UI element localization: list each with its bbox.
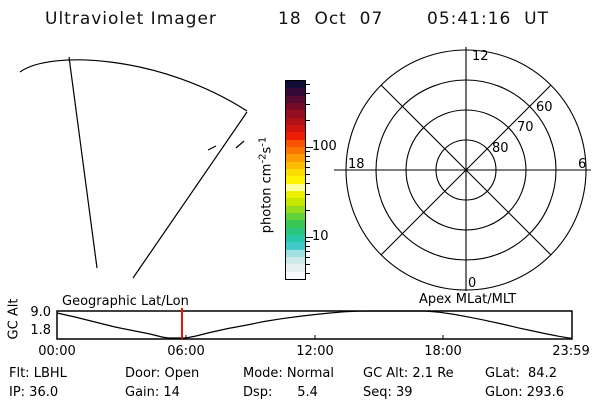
mlt-label-18: 18 [348,157,365,172]
status-door: Door: Open [125,366,200,381]
polar-labels: 12 18 6 0 60 70 80 [348,49,586,291]
wedge-dash-1 [207,145,217,151]
status-gain: Gain: 14 [125,385,180,400]
gc-alt-y-axis-label: GC Alt [6,298,22,340]
wedge-plot-title: Geographic Lat/Lon [62,294,189,309]
app-title: Ultraviolet Imager [45,9,217,29]
mlt-label-6: 6 [578,157,586,172]
status-flt: Flt: LBHL [9,366,67,381]
fov-wedge [19,56,248,279]
gc-alt-curve [56,310,573,339]
wedge-left-edge [68,56,98,269]
mlt-label-0: 0 [468,276,476,291]
gc-alt-xtick-1200: 12:00 [296,344,334,359]
status-dsp: Dsp: 5.4 [243,385,318,400]
spoke-sw [380,169,467,256]
gc-alt-xtick-1800: 18:00 [424,344,462,359]
gc-alt-chart [56,308,573,340]
gc-alt-xtick-0600: 06:00 [167,344,205,359]
gc-alt-xtick-0000: 00:00 [38,344,76,359]
gc-alt-ytick-9: 9.0 [30,305,51,320]
gc-alt-ytick-1.8: 1.8 [30,323,51,338]
mlt-label-12: 12 [472,49,489,64]
spoke-ne [465,84,552,171]
colorbar-ticks [306,0,316,300]
spoke-se [465,169,552,256]
ring-label-60: 60 [536,100,553,115]
ring-label-80: 80 [492,141,509,156]
colorbar-tick-100: 100 [312,139,337,154]
status-mode: Mode: Normal [243,366,334,381]
wedge-dash-2 [235,140,245,149]
polar-grid [334,47,591,291]
status-glon: GLon: 293.6 [485,385,565,400]
ring-label-70: 70 [517,120,534,135]
gc-alt-frame [56,310,573,340]
colorbar [285,80,306,280]
status-seq: Seq: 39 [363,385,413,400]
status-gc-alt: GC Alt: 2.1 Re [363,366,454,381]
colorbar-unit-label: photon cm-2s-1 [257,136,275,234]
wedge-right-edge [132,111,248,279]
time-label: 05:41:16 UT [427,9,549,29]
polar-plot-title: Apex MLat/MLT [419,292,517,307]
date-label: 18 Oct 07 [278,9,384,29]
status-glat: GLat: 84.2 [485,366,557,381]
gc-alt-xtick-2359: 23:59 [552,344,590,359]
wedge-arc [19,59,248,112]
status-ip: IP: 36.0 [9,385,59,400]
hour-ticks [185,335,444,339]
spoke-nw [380,84,467,171]
colorbar-tick-10: 10 [312,229,329,244]
